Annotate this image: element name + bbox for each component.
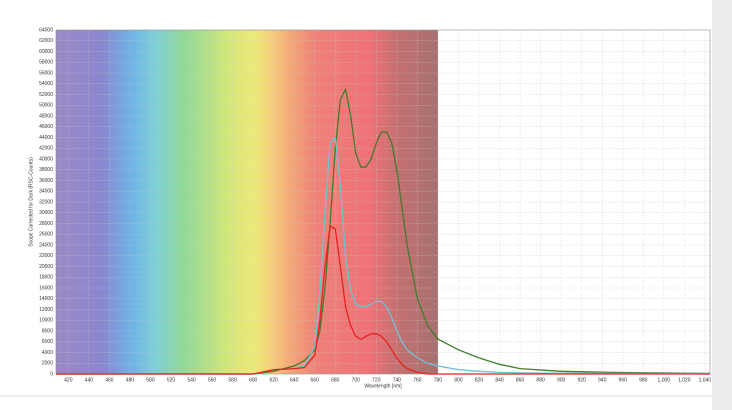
x-tick-label: 480	[126, 377, 135, 383]
x-tick-label: 720	[372, 377, 381, 383]
y-tick-label: 30000	[39, 210, 53, 216]
x-tick-label: 500	[146, 377, 155, 383]
series-line	[56, 225, 710, 375]
x-axis-label: Wavelength [nm]	[364, 383, 402, 389]
y-tick-label: 52000	[39, 92, 53, 98]
x-tick-label: 700	[352, 377, 361, 383]
y-tick-label: 12000	[39, 307, 53, 313]
x-tick-label: 620	[269, 377, 278, 383]
x-tick-label: 1,040	[699, 377, 712, 383]
x-tick-label: 960	[619, 377, 628, 383]
y-tick-label: 6000	[42, 339, 53, 345]
y-tick-label: 32000	[39, 199, 53, 205]
y-tick-label: 8000	[42, 328, 53, 334]
x-tick-label: 640	[290, 377, 299, 383]
x-tick-label: 820	[475, 377, 484, 383]
y-tick-label: 50000	[39, 103, 53, 109]
x-tick-label: 900	[557, 377, 566, 383]
y-tick-label: 16000	[39, 285, 53, 291]
x-tick-label: 560	[208, 377, 217, 383]
y-tick-label: 22000	[39, 253, 53, 259]
x-tick-label: 800	[454, 377, 463, 383]
y-tick-label: 46000	[39, 124, 53, 130]
y-tick-label: 42000	[39, 146, 53, 152]
x-tick-label: 980	[639, 377, 648, 383]
y-tick-label: 0	[50, 371, 53, 377]
y-tick-label: 60000	[39, 49, 53, 55]
x-tick-label: 740	[393, 377, 402, 383]
y-tick-label: 64000	[39, 27, 53, 33]
scrollbar[interactable]	[712, 0, 732, 410]
x-tick-label: 760	[413, 377, 422, 383]
y-axis-label: Scope Corrected for Dark (RSC-Counts)	[28, 157, 34, 247]
y-tick-label: 58000	[39, 60, 53, 66]
x-tick-label: 880	[536, 377, 545, 383]
y-tick-label: 18000	[39, 275, 53, 281]
y-tick-label: 14000	[39, 296, 53, 302]
series-line	[56, 88, 711, 375]
x-tick-label: 600	[249, 377, 258, 383]
y-tick-label: 54000	[39, 81, 53, 87]
y-tick-label: 48000	[39, 113, 53, 119]
y-tick-label: 56000	[39, 70, 53, 76]
y-tick-label: 34000	[39, 189, 53, 195]
y-tick-label: 24000	[39, 242, 53, 248]
x-tick-label: 660	[311, 377, 320, 383]
x-tick-label: 460	[105, 377, 114, 383]
y-tick-label: 28000	[39, 221, 53, 227]
y-tick-label: 38000	[39, 167, 53, 173]
x-tick-label: 840	[495, 377, 504, 383]
y-tick-label: 26000	[39, 232, 53, 238]
series-line	[56, 136, 710, 375]
y-tick-label: 2000	[42, 361, 53, 367]
x-tick-label: 780	[434, 377, 443, 383]
x-tick-label: 1,000	[658, 377, 671, 383]
x-tick-label: 940	[598, 377, 607, 383]
y-tick-label: 20000	[39, 264, 53, 270]
y-tick-label: 10000	[39, 318, 53, 324]
y-tick-label: 4000	[42, 350, 53, 356]
y-tick-label: 36000	[39, 178, 53, 184]
y-tick-label: 44000	[39, 135, 53, 141]
x-tick-label: 420	[64, 377, 73, 383]
x-tick-label: 1,020	[678, 377, 691, 383]
x-tick-label: 440	[85, 377, 94, 383]
x-tick-label: 680	[331, 377, 340, 383]
y-tick-label: 62000	[39, 38, 53, 44]
x-tick-label: 540	[187, 377, 196, 383]
x-tick-label: 520	[167, 377, 176, 383]
y-tick-label: 40000	[39, 156, 53, 162]
x-tick-label: 860	[516, 377, 525, 383]
x-tick-label: 920	[577, 377, 586, 383]
x-tick-label: 580	[228, 377, 237, 383]
